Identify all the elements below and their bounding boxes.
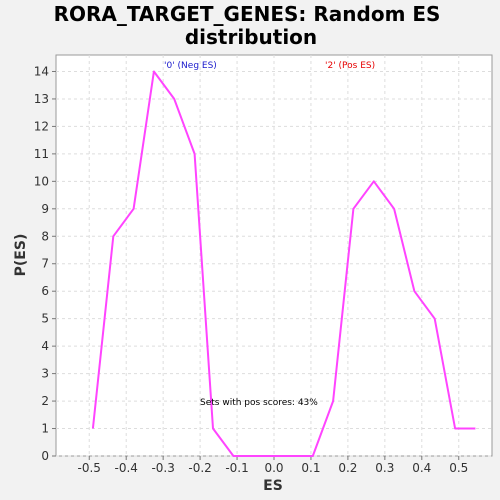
y-tick-label: 0 [41, 449, 49, 463]
x-tick-label: 0.1 [301, 461, 320, 475]
x-axis-label: ES [263, 478, 283, 494]
y-axis-label: P(ES) [13, 234, 29, 277]
y-tick-label: 8 [41, 229, 49, 243]
pos-es-label: '2' (Pos ES) [325, 61, 375, 71]
x-tick-label: 0.3 [375, 461, 394, 475]
y-tick-label: 13 [34, 92, 49, 106]
y-tick-label: 1 [41, 422, 49, 436]
x-tick-label: 0.4 [412, 461, 431, 475]
y-tick-label: 2 [41, 394, 49, 408]
x-tick-label: 0.0 [264, 461, 283, 475]
y-tick-label: 6 [41, 284, 49, 298]
x-tick-label: -0.5 [78, 461, 101, 475]
y-tick-label: 3 [41, 367, 49, 381]
y-tick-label: 4 [41, 339, 49, 353]
x-tick-label: -0.4 [114, 461, 137, 475]
x-tick-label: -0.2 [188, 461, 211, 475]
y-tick-label: 5 [41, 312, 49, 326]
y-tick-label: 9 [41, 202, 49, 216]
y-tick-label: 10 [34, 174, 49, 188]
chart-title-line-2: distribution [185, 25, 317, 49]
neg-es-label: '0' (Neg ES) [164, 61, 217, 71]
x-axis-ticks: -0.5 -0.4 -0.3 -0.2 -0.1 0.0 0.1 0.2 0.3 0.4 0.5 [78, 456, 468, 475]
y-tick-label: 11 [34, 147, 49, 161]
x-tick-label: 0.2 [338, 461, 357, 475]
y-tick-label: 14 [34, 64, 49, 78]
pos-scores-note: Sets with pos scores: 43% [200, 398, 318, 408]
y-tick-label: 12 [34, 119, 49, 133]
y-tick-label: 7 [41, 257, 49, 271]
series-layer [91, 70, 476, 457]
chart-title-line-1: RORA_TARGET_GENES: Random ES [54, 2, 441, 26]
grid-lines [56, 55, 492, 457]
x-tick-label: -0.1 [225, 461, 248, 475]
x-tick-label: 0.5 [449, 461, 468, 475]
x-tick-label: -0.3 [151, 461, 174, 475]
